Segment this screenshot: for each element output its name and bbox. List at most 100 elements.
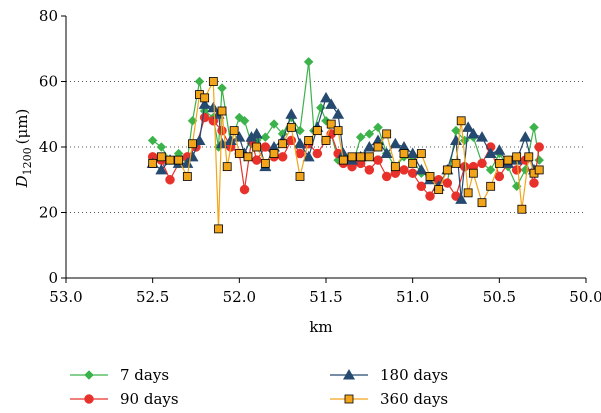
data-point	[373, 142, 383, 152]
data-point	[363, 141, 376, 152]
data-point	[165, 175, 175, 185]
legend-label: 90 days	[120, 390, 179, 408]
y-axis-label: D1200 (μm)	[13, 109, 34, 189]
data-point	[463, 188, 473, 198]
series-7-days	[147, 56, 545, 192]
data-point	[188, 139, 197, 149]
data-point	[303, 56, 314, 67]
data-point	[174, 155, 184, 165]
data-point	[493, 144, 506, 155]
data-point	[156, 142, 167, 152]
data-point	[222, 162, 232, 172]
data-point	[269, 119, 279, 129]
x-axis-label: km	[309, 318, 332, 336]
data-point	[468, 168, 478, 178]
x-tick-label: 52.5	[136, 288, 169, 306]
data-point	[198, 98, 211, 109]
data-point	[155, 163, 168, 175]
y-tick-label: 60	[39, 73, 58, 91]
x-tick-labels: 53.0 52.5 52.0 51.5 51.0 50.5 50.0	[49, 288, 601, 306]
data-point	[416, 149, 426, 158]
data-point	[182, 172, 192, 181]
data-point	[462, 121, 475, 132]
series-group	[146, 56, 545, 234]
legend-label: 180 days	[380, 366, 448, 384]
data-point	[338, 155, 348, 165]
data-point	[503, 155, 513, 165]
data-point	[268, 141, 280, 152]
data-point	[321, 136, 331, 145]
data-point	[294, 137, 306, 149]
data-point	[214, 224, 223, 234]
gridlines	[66, 81, 586, 213]
legend-label: 360 days	[380, 390, 448, 408]
data-point	[312, 148, 323, 159]
y-tick-label: 40	[39, 138, 58, 156]
data-point	[320, 91, 332, 103]
data-point	[199, 112, 210, 123]
data-point	[156, 152, 166, 162]
data-point	[229, 126, 239, 136]
data-point	[234, 149, 244, 158]
data-point	[302, 150, 315, 162]
data-point	[382, 129, 392, 139]
data-point	[325, 98, 338, 109]
data-point	[304, 136, 314, 145]
data-point	[390, 162, 400, 172]
data-point	[165, 155, 175, 165]
data-point	[425, 172, 435, 181]
data-point	[529, 178, 539, 188]
data-point	[494, 158, 504, 168]
data-point	[245, 131, 258, 142]
data-point	[260, 158, 270, 168]
data-point	[217, 106, 227, 116]
data-point	[434, 185, 444, 194]
data-point	[425, 191, 435, 201]
data-point	[529, 122, 539, 133]
data-point	[260, 142, 271, 152]
x-tick-label: 53.0	[49, 288, 82, 306]
data-point	[252, 142, 262, 152]
legend-marker	[84, 394, 94, 404]
data-point	[260, 132, 271, 143]
data-point	[285, 108, 298, 119]
data-point	[511, 165, 522, 175]
x-tick-label: 52.0	[223, 288, 256, 306]
y-tick-label: 20	[39, 204, 58, 222]
data-point	[416, 181, 427, 192]
data-point	[347, 152, 357, 162]
data-point	[364, 129, 375, 139]
data-point	[194, 76, 205, 87]
data-point	[147, 135, 158, 146]
data-point	[486, 181, 496, 191]
data-point	[148, 158, 158, 168]
data-point	[476, 131, 488, 142]
legend-item: 360 days	[330, 390, 448, 408]
data-point	[332, 108, 345, 119]
y-tick-label: 0	[48, 269, 58, 287]
x-tick-label: 50.0	[569, 288, 601, 306]
data-point	[485, 165, 496, 175]
data-point	[326, 119, 336, 129]
legend: 7 days 90 days 180 days 360 days	[70, 366, 448, 408]
data-point	[456, 116, 466, 126]
data-point	[512, 152, 522, 162]
series-360-days	[148, 77, 544, 234]
x-tick-label: 50.5	[483, 288, 516, 306]
data-point	[208, 77, 218, 86]
data-point	[451, 158, 461, 168]
data-point	[399, 165, 409, 175]
y-axis-label-unit: (μm)	[13, 109, 31, 145]
legend-marker	[343, 369, 355, 380]
data-point	[534, 155, 545, 165]
data-point	[295, 125, 305, 136]
data-point	[455, 193, 468, 204]
data-point	[337, 147, 350, 159]
legend-marker	[344, 394, 354, 404]
legend-item: 90 days	[70, 390, 179, 408]
data-point	[534, 142, 544, 152]
data-point	[251, 155, 262, 165]
data-point	[477, 198, 487, 208]
data-point	[467, 127, 480, 139]
